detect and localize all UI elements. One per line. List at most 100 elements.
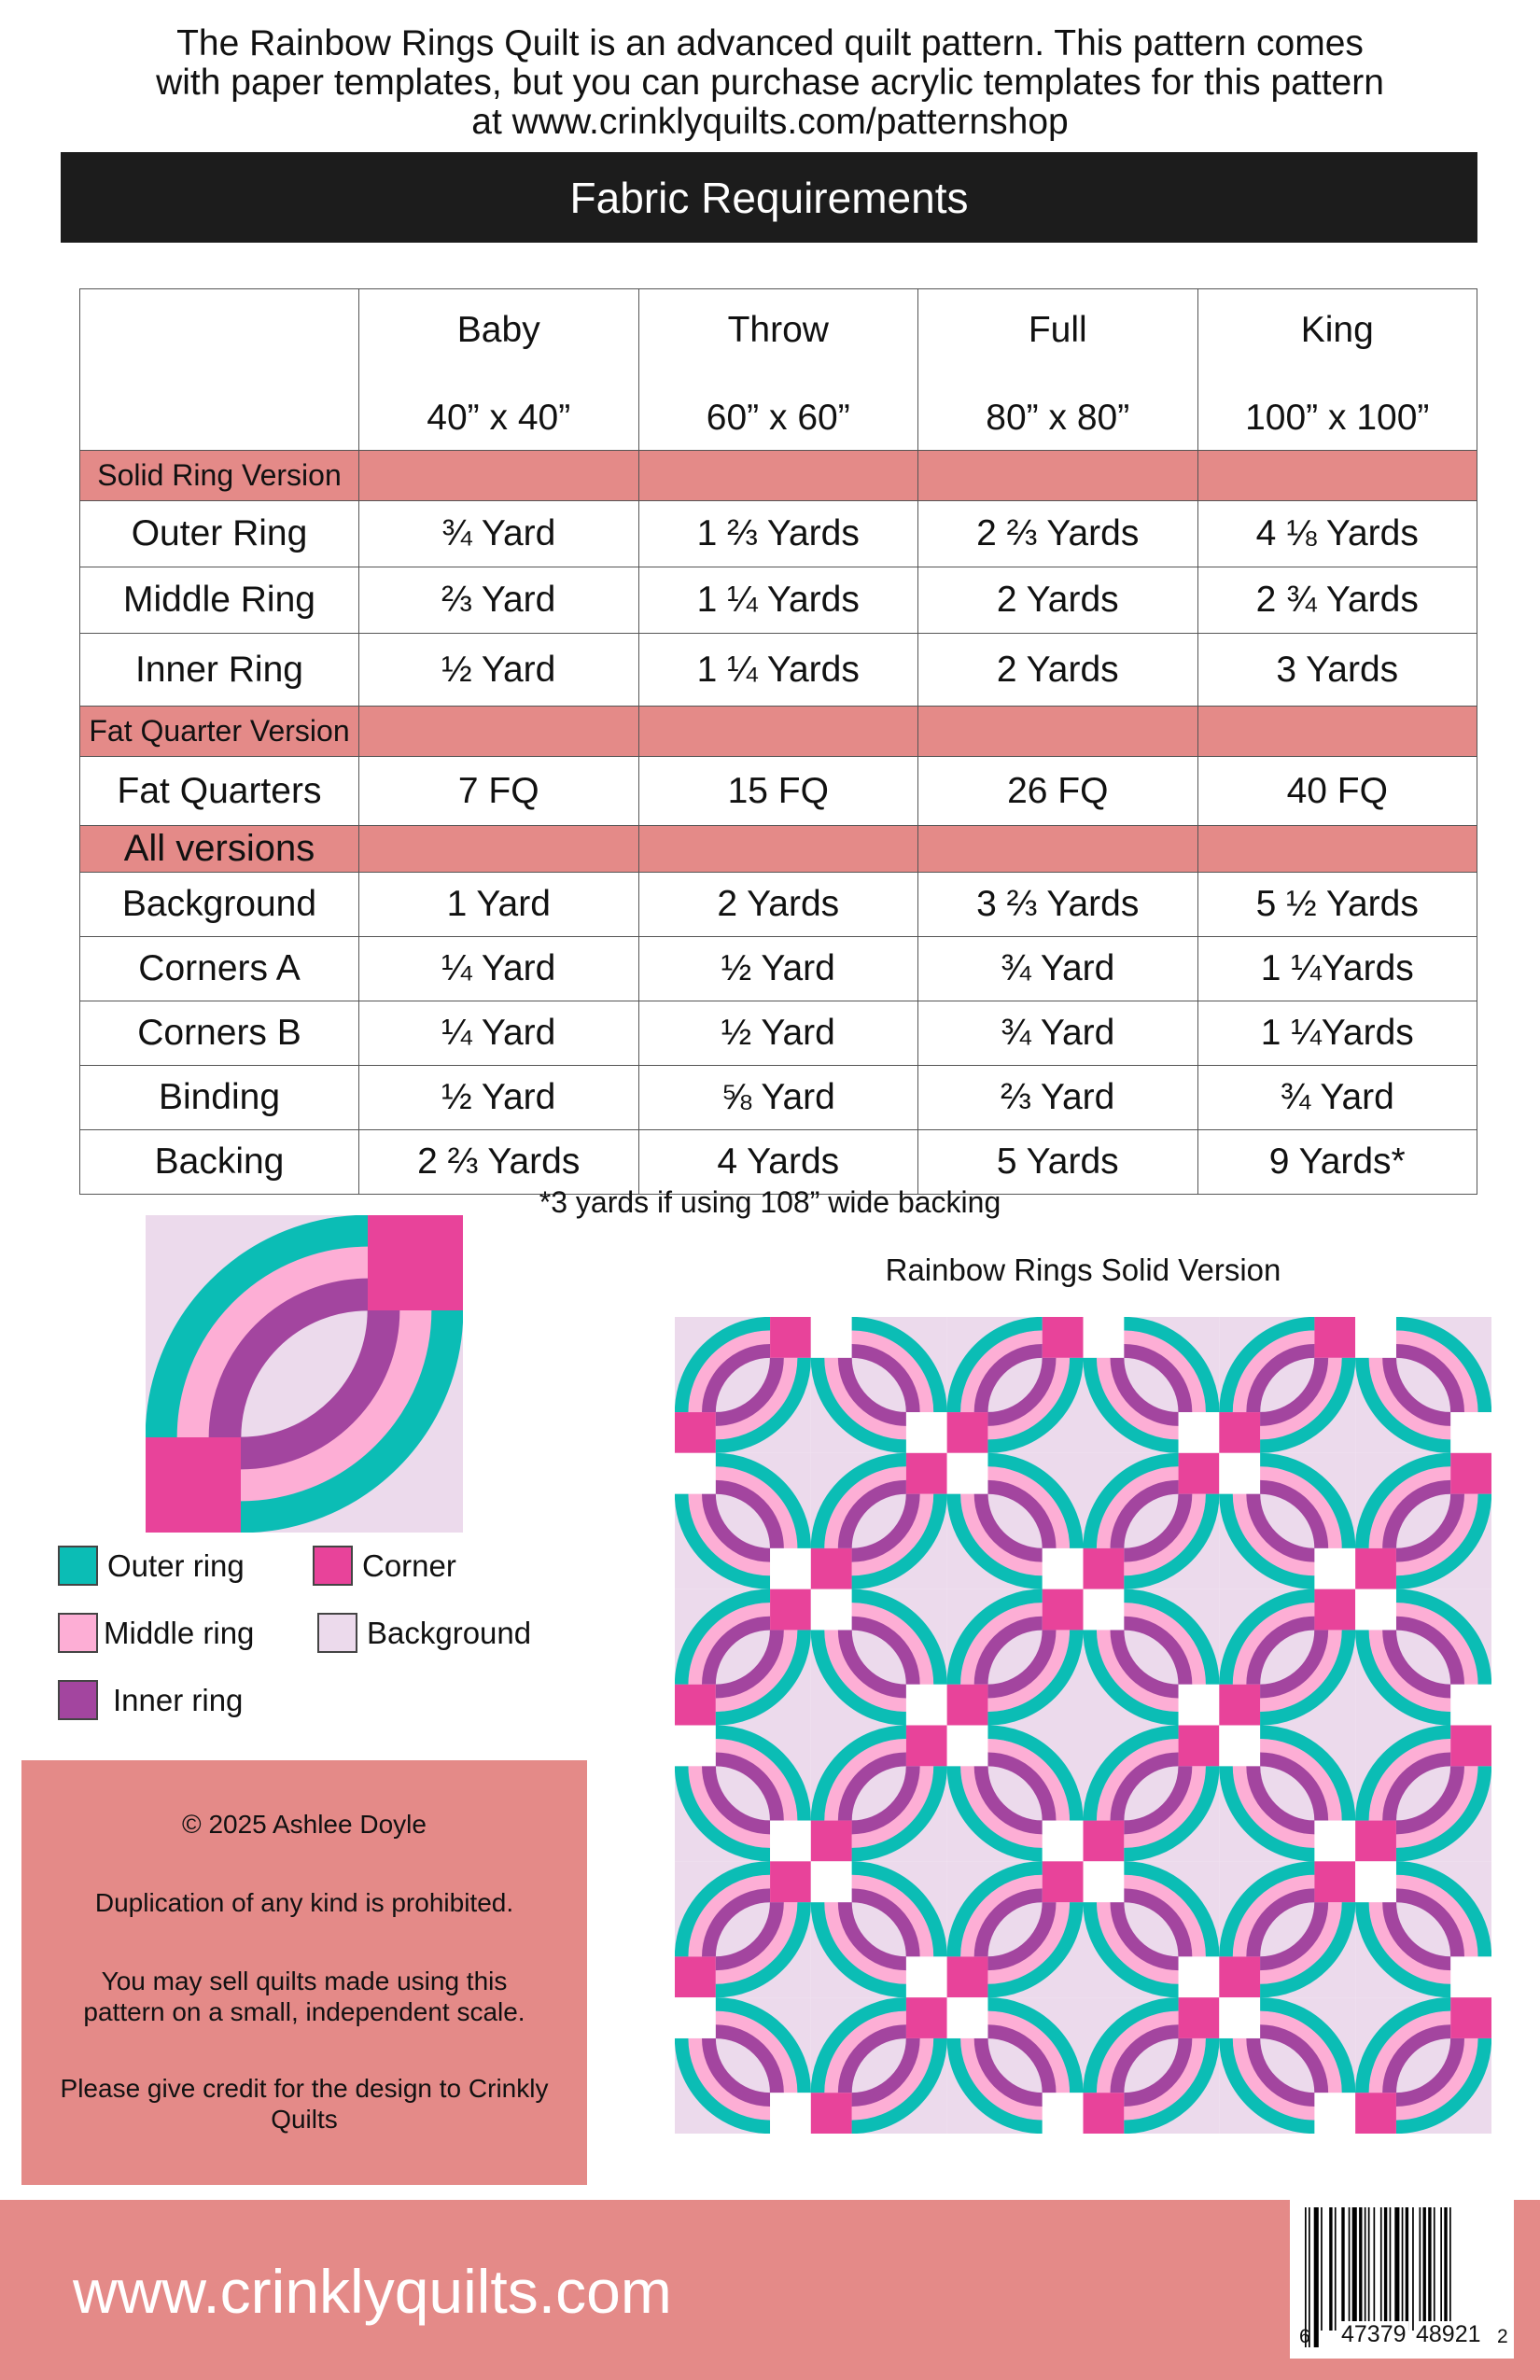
outer-ring-arc (851, 1317, 947, 1413)
outer-ring-arc (715, 1357, 811, 1453)
outer-ring-arc (1395, 1589, 1491, 1685)
middle-ring-arc (851, 1493, 934, 1576)
corner-square (770, 1547, 811, 1589)
inner-ring-arc (837, 1630, 907, 1699)
inner-ring-arc (1246, 1344, 1315, 1413)
outer-ring-arc (851, 1493, 947, 1589)
fabric-amount: 2 Yards (917, 567, 1198, 634)
quilt-block (810, 1317, 947, 1453)
middle-ring-arc (824, 1738, 907, 1821)
website-link[interactable]: www.crinklyquilts.com (73, 2257, 672, 2326)
barcode-bar (1449, 2207, 1451, 2347)
quilt-block (675, 1725, 811, 1862)
corner-square (1042, 1589, 1084, 1631)
inner-ring-arc (987, 1752, 1057, 1821)
middle-ring-arc (688, 1766, 771, 1848)
barcode-bar (1351, 2207, 1357, 2331)
inner-ring-arc (1382, 1479, 1451, 1549)
barcode-bar (1329, 2207, 1333, 2331)
corner-square (1355, 1589, 1396, 1631)
middle-ring-arc (987, 1901, 1071, 1984)
section-label: Fat Quarter Version (79, 706, 359, 757)
quilt-block (1083, 1725, 1220, 1862)
middle-ring-arc (1232, 1874, 1315, 1957)
fabric-label: Binding (79, 1065, 359, 1130)
outer-ring-arc (715, 1630, 811, 1726)
fabric-amount: 3 Yards (1197, 633, 1477, 707)
corner-square (1314, 1820, 1356, 1862)
fabric-label: Background (79, 872, 359, 937)
inner-ring-arc (973, 2037, 1043, 2107)
quilt-block (1355, 1861, 1491, 1998)
fabric-amount: ⅔ Yard (917, 1065, 1198, 1130)
table-row: Fat Quarters 7 FQ 15 FQ 26 FQ 40 FQ (79, 756, 1477, 826)
middle-ring-arc (987, 2010, 1071, 2093)
outer-ring-arc (1395, 1493, 1491, 1589)
fabric-amount: ¾ Yard (917, 1001, 1198, 1066)
middle-ring-arc (1368, 1738, 1451, 1821)
middle-ring-arc (1395, 1603, 1478, 1685)
intro-line: with paper templates, but you can purcha… (156, 63, 1384, 103)
corner-square (1355, 2093, 1396, 2134)
fabric-amount: ⅝ Yard (637, 1065, 918, 1130)
barcode-bar (1305, 2207, 1307, 2347)
middle-ring-arc (1124, 1330, 1206, 1413)
outer-ring-arc (851, 1861, 947, 1957)
fabric-amount: ¼ Yard (358, 1001, 639, 1066)
quilt-block (810, 1452, 947, 1589)
outer-ring-arc (1395, 1766, 1491, 1862)
corner-square (1314, 1547, 1356, 1589)
section-title: Fabric Requirements (569, 173, 969, 222)
inner-ring-arc (1395, 1616, 1464, 1686)
table-footnote: *3 yards if using 108” wide backing (539, 1185, 1001, 1219)
corner-square (1355, 1317, 1396, 1358)
corner-square (675, 1956, 716, 1998)
quilt-block (810, 1589, 947, 1726)
corner-square (1178, 1452, 1220, 1494)
fabric-amount: 9 Yards* (1197, 1129, 1477, 1195)
inner-ring-arc (851, 1888, 920, 1957)
inner-ring-arc (1382, 1630, 1451, 1699)
fabric-amount: 2 ⅔ Yards (917, 500, 1198, 567)
outer-ring-arc (946, 1317, 1043, 1413)
outer-ring-arc (675, 1317, 771, 1413)
copyright-line: © 2025 Ashlee Doyle (182, 1810, 427, 1839)
fabric-amount: ¾ Yard (1197, 1065, 1477, 1130)
outer-ring-arc (987, 1901, 1084, 1998)
inner-ring-arc (1395, 1344, 1464, 1413)
inner-ring-arc (1110, 1752, 1179, 1821)
table-row: Outer Ring ¾ Yard 1 ⅔ Yards 2 ⅔ Yards 4 ⅛ Ya… (79, 500, 1477, 567)
inner-ring-arc (1123, 1344, 1193, 1413)
outer-ring-arc (675, 1589, 771, 1685)
corner-square (946, 1684, 988, 1726)
section-row: All versions (79, 825, 1477, 873)
outer-ring-arc (1259, 1725, 1356, 1821)
corner-square (810, 2093, 852, 2134)
outer-ring-arc (240, 1309, 463, 1533)
corner-square (1083, 1820, 1125, 1862)
corner-square (1178, 1997, 1220, 2038)
outer-ring-arc (1124, 1589, 1220, 1685)
copyright-box: © 2025 Ashlee Doyle Duplication of any k… (21, 1760, 587, 2185)
outer-ring-arc (1259, 1630, 1356, 1726)
quilt-layout-diagram (675, 1317, 1491, 2134)
inner-ring-arc (987, 1630, 1057, 1699)
fabric-amount: ½ Yard (358, 633, 639, 707)
corner-square (675, 1725, 716, 1767)
fabric-amount: 40 FQ (1197, 756, 1477, 826)
middle-ring-arc (1259, 1901, 1342, 1984)
inner-ring-arc (987, 1901, 1057, 1971)
table-row: Backing 2 ⅔ Yards 4 Yards 5 Yards 9 Yards* (79, 1129, 1477, 1195)
inner-ring-arc (702, 1493, 771, 1562)
quilt-block (1219, 1997, 1356, 2134)
corner-square (1083, 1547, 1125, 1589)
fabric-label: Corners A (79, 936, 359, 1001)
inner-ring-arc (973, 1765, 1043, 1835)
barcode-bar (1440, 2207, 1442, 2347)
inner-ring-arc (1110, 1357, 1179, 1426)
middle-ring-arc (987, 1357, 1071, 1440)
inner-ring-arc (715, 1479, 784, 1549)
inner-ring-arc (1123, 1888, 1193, 1957)
middle-ring-arc (688, 1330, 771, 1413)
